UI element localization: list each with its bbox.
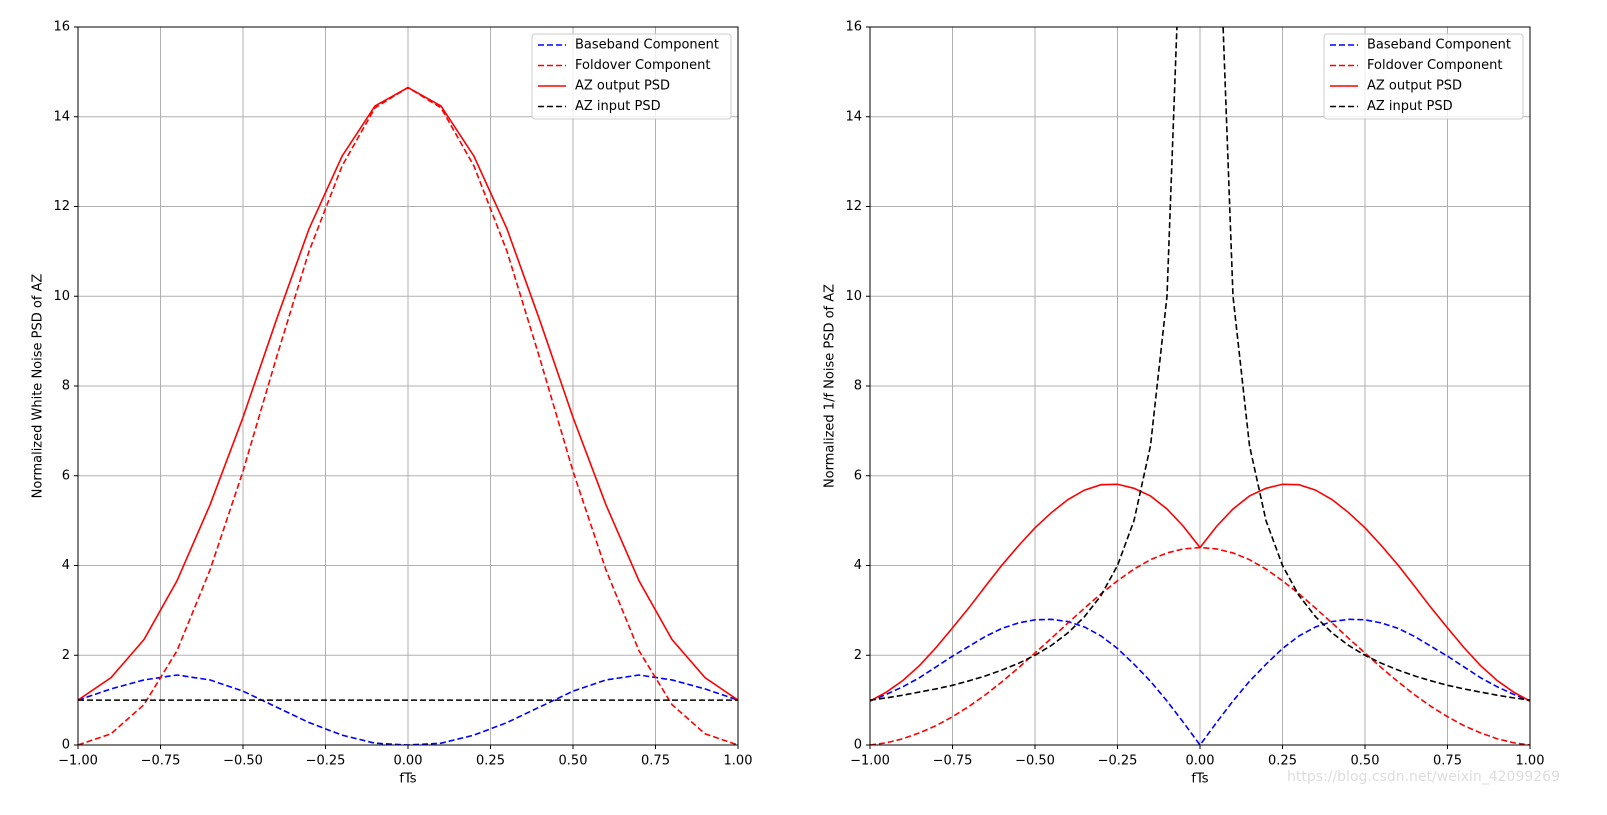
y-tick-label: 0 [854,738,862,753]
x-tick-label: −0.25 [1098,754,1138,769]
x-tick-label: 0.25 [476,754,505,769]
x-tick-label: 0.75 [641,754,670,769]
legend: Baseband Component Foldover Component AZ o… [1323,33,1524,120]
subplot: −1.00 −0.75 −0.50 −0.25 0.00 0.25 0.50 0.75 1.00… [31,20,753,787]
y-tick-label: 14 [845,109,862,124]
x-tick-label: −0.50 [223,754,263,769]
x-tick-label: 1.00 [1516,754,1545,769]
x-axis-label: fTs [1191,772,1208,787]
series-line [870,483,1530,702]
y-tick-label: 10 [845,289,862,304]
legend-label: Foldover Component [1367,58,1502,73]
y-tick-label: 12 [53,199,70,214]
legend-label: Baseband Component [575,38,719,53]
y-tick-label: 8 [62,379,70,394]
y-tick-label: 6 [62,468,70,483]
x-tick-label: 0.00 [1186,754,1215,769]
y-tick-label: 16 [845,20,862,35]
y-tick-label: 16 [53,20,70,35]
y-tick-label: 8 [854,379,862,394]
legend-box [1323,33,1524,120]
x-tick-label: −0.75 [141,754,181,769]
series-line [870,618,1530,745]
x-tick-label: −0.75 [933,754,973,769]
y-tick-label: 4 [854,558,862,573]
legend: Baseband Component Foldover Component AZ o… [531,33,732,120]
y-tick-label: 2 [62,648,70,663]
x-tick-label: 0.75 [1433,754,1462,769]
legend-label: Baseband Component [1367,38,1511,53]
legend-label: AZ input PSD [1367,99,1453,114]
watermark: https://blog.csdn.net/weixin_42099269 [1287,769,1560,785]
y-tick-label: 6 [854,468,862,483]
y-tick-label: 10 [53,289,70,304]
x-tick-label: −0.50 [1015,754,1055,769]
x-tick-label: 1.00 [724,754,753,769]
x-tick-label: 0.00 [394,754,423,769]
x-tick-label: −1.00 [58,754,98,769]
legend-label: AZ output PSD [1367,79,1462,94]
legend-label: AZ input PSD [575,99,661,114]
y-tick-label: 0 [62,738,70,753]
y-axis-label: Normalized White Noise PSD of AZ [31,274,46,499]
x-axis-label: fTs [399,772,416,787]
x-tick-label: 0.50 [1351,754,1380,769]
subplot: −1.00 −0.75 −0.50 −0.25 0.00 0.25 0.50 0.75 1.00… [823,20,1561,787]
axes-frame [77,26,739,746]
y-tick-label: 2 [854,648,862,663]
legend-box [531,33,732,120]
y-tick-label: 4 [62,558,70,573]
y-tick-label: 14 [53,109,70,124]
x-tick-label: −1.00 [850,754,890,769]
x-tick-label: 0.50 [559,754,588,769]
y-tick-label: 12 [845,199,862,214]
axes-frame [869,26,1531,746]
x-tick-label: 0.25 [1268,754,1297,769]
series-line [78,86,738,701]
series-line [870,27,1530,701]
y-axis-label: Normalized 1/f Noise PSD of AZ [823,284,838,488]
legend-label: Foldover Component [575,58,710,73]
x-tick-label: −0.25 [306,754,346,769]
legend-label: AZ output PSD [575,79,670,94]
series-line [78,674,738,745]
